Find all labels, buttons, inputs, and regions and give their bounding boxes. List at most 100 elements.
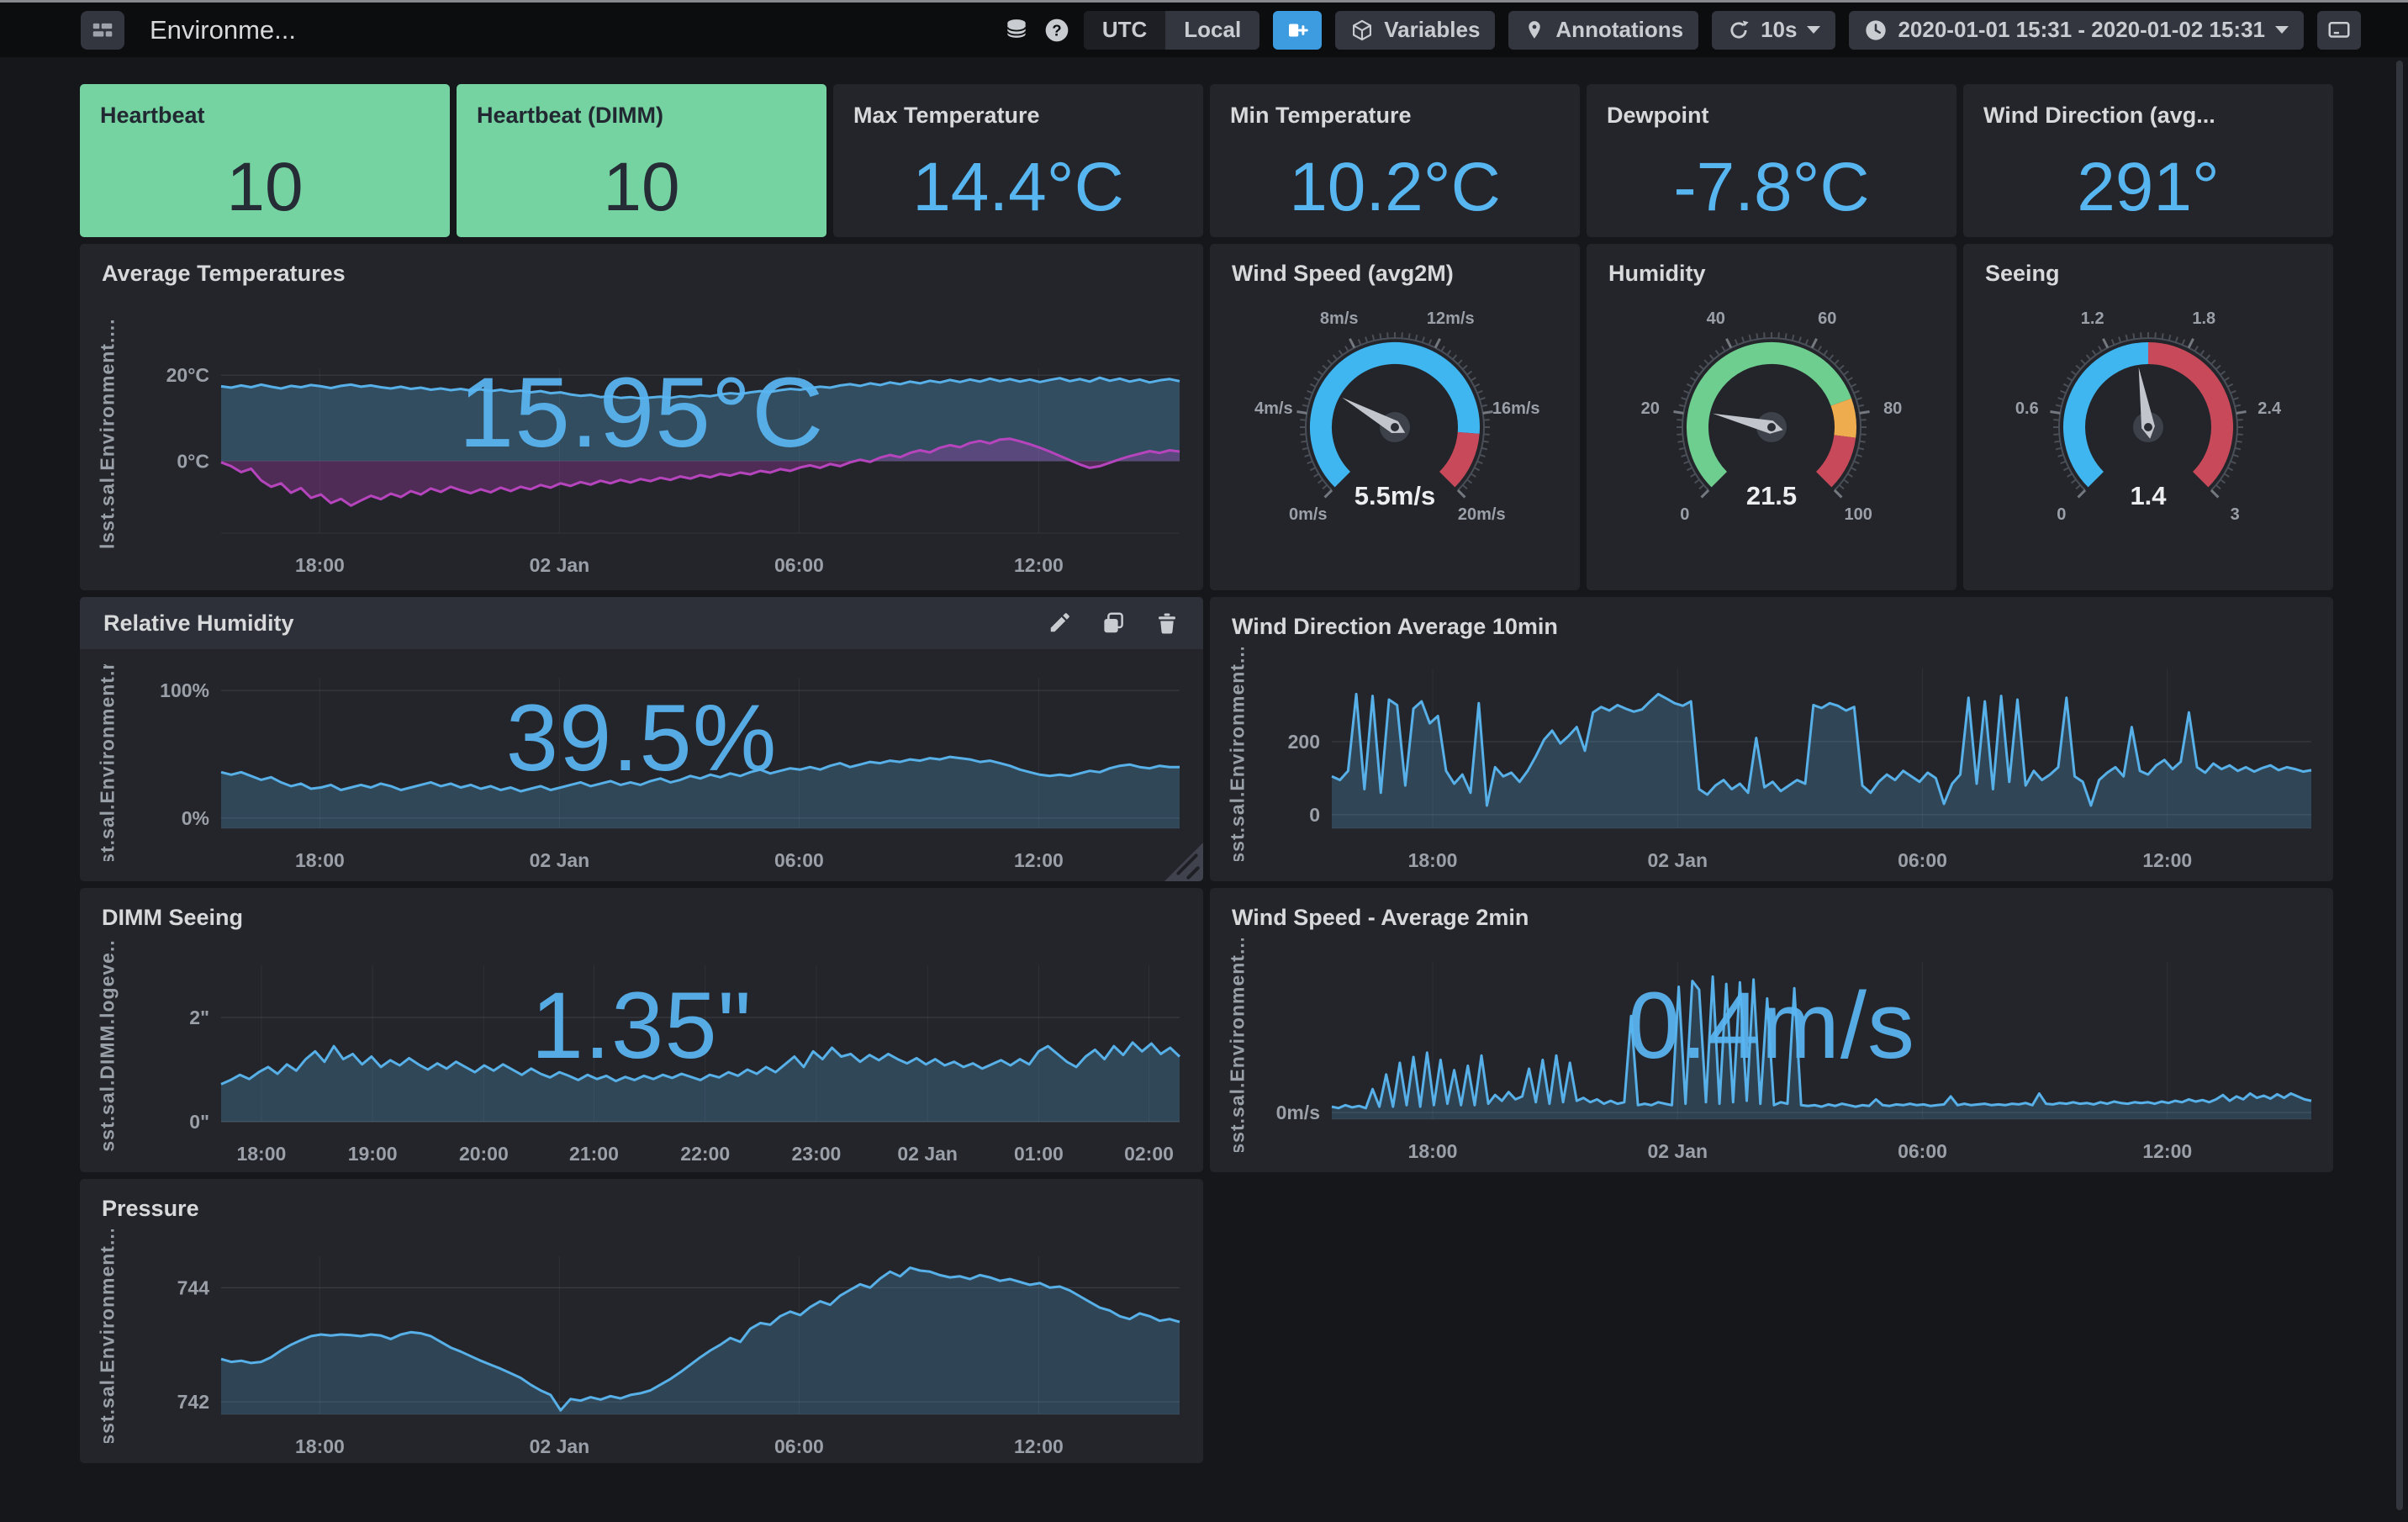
svg-text:12:00: 12:00 <box>1014 1435 1064 1457</box>
annotations-button[interactable]: Annotations <box>1508 10 1699 50</box>
svg-text:12:00: 12:00 <box>1014 849 1064 871</box>
help-icon: ? <box>1045 18 1069 41</box>
panel-title[interactable]: Relative Humidity <box>103 610 294 636</box>
svg-text:02 Jan: 02 Jan <box>897 1143 958 1165</box>
scrollbar[interactable] <box>2396 61 2403 1510</box>
panel-wind-speed-2min: Wind Speed - Average 2min lsst.sal.Envir… <box>1210 888 2333 1172</box>
svg-text:100: 100 <box>1845 505 1872 524</box>
panel-max-temperature: Max Temperature 14.4°C <box>833 84 1203 237</box>
seeing-gauge: 0 0.6 1.2 1.8 2.4 3 1.4 <box>1963 244 2333 590</box>
panel-title[interactable]: Wind Direction Average 10min <box>1232 614 1558 639</box>
panel-wind-direction-10min: Wind Direction Average 10min lsst.sal.En… <box>1210 597 2333 881</box>
panel-title[interactable]: Wind Direction (avg... <box>1983 103 2215 128</box>
panel-title[interactable]: Pressure <box>102 1196 199 1221</box>
svg-text:0m/s: 0m/s <box>1276 1102 1320 1123</box>
svg-text:12:00: 12:00 <box>1014 554 1064 576</box>
refresh-interval-label: 10s <box>1761 17 1798 42</box>
svg-text:20m/s: 20m/s <box>1458 505 1506 524</box>
svg-text:20°C: 20°C <box>166 364 209 386</box>
svg-text:18:00: 18:00 <box>295 554 345 576</box>
delete-panel-button[interactable] <box>1154 610 1180 636</box>
svg-text:12m/s: 12m/s <box>1427 309 1475 328</box>
big-value: 39.5% <box>505 685 778 790</box>
svg-text:0.6: 0.6 <box>2015 399 2039 418</box>
big-value: 15.95°C <box>458 357 825 468</box>
annotation-pin-icon <box>1529 20 1541 39</box>
duplicate-panel-button[interactable] <box>1101 610 1126 636</box>
chevron-down-icon <box>1807 26 1821 34</box>
svg-text:01:00: 01:00 <box>1014 1143 1064 1165</box>
dashboard-title[interactable]: Environme... <box>150 14 297 45</box>
panel-title[interactable]: Seeing <box>1985 261 2060 286</box>
cycle-view-button[interactable] <box>2317 10 2361 50</box>
trash-icon <box>1159 613 1175 634</box>
timezone-local[interactable]: Local <box>1184 17 1242 42</box>
svg-text:18:00: 18:00 <box>295 849 345 871</box>
svg-text:60: 60 <box>1818 309 1836 328</box>
edit-panel-button[interactable] <box>1047 610 1072 636</box>
stat-value: 10.2°C <box>1289 149 1501 225</box>
svg-text:06:00: 06:00 <box>774 1435 824 1457</box>
panel-heartbeat: Heartbeat 10 <box>80 84 450 237</box>
humidity-gauge: 0 20 40 60 80 100 21.5 <box>1587 244 1956 590</box>
wind-speed-2min-chart[interactable]: 18:00 02 Jan 06:00 12:00 0m/s <box>1210 888 2333 1172</box>
wind-direction-chart[interactable]: 18:00 02 Jan 06:00 12:00 200 0 <box>1210 597 2333 881</box>
svg-text:0": 0" <box>189 1111 209 1133</box>
svg-text:02 Jan: 02 Jan <box>1647 849 1708 871</box>
datasource-button[interactable] <box>1003 17 1030 44</box>
svg-text:22:00: 22:00 <box>680 1143 730 1165</box>
svg-text:0: 0 <box>1680 505 1689 524</box>
svg-text:18:00: 18:00 <box>1408 1140 1458 1162</box>
panel-title[interactable]: Wind Speed - Average 2min <box>1232 905 1529 930</box>
panel-heartbeat-dimm: Heartbeat (DIMM) 10 <box>457 84 826 237</box>
dimm-seeing-chart[interactable]: 18:00 19:00 20:00 21:00 22:00 23:00 02 Jan 01:0… <box>80 888 1203 1172</box>
panel-title[interactable]: Max Temperature <box>853 103 1040 128</box>
panel-min-temperature: Min Temperature 10.2°C <box>1210 84 1580 237</box>
wind-speed-gauge: 0m/s 4m/s 8m/s 12m/s 16m/s 20m/s 5.5m/s <box>1210 244 1580 590</box>
svg-text:8m/s: 8m/s <box>1320 309 1359 328</box>
panel-title[interactable]: Humidity <box>1608 261 1706 286</box>
svg-text:0%: 0% <box>182 807 209 829</box>
svg-text:20: 20 <box>1641 399 1660 418</box>
panel-title[interactable]: Dewpoint <box>1607 103 1709 128</box>
panel-wind-speed-gauge: Wind Speed (avg2M) 0m/s 4m/s 8m/s 12m/s 16m/… <box>1210 244 1580 590</box>
svg-text:5.5m/s: 5.5m/s <box>1354 481 1436 510</box>
dashboard-header: Environme... ? UTC Local <box>0 3 2408 57</box>
pressure-chart[interactable]: 18:00 02 Jan 06:00 12:00 744 742 <box>80 1179 1203 1463</box>
panel-title[interactable]: Heartbeat <box>100 103 205 128</box>
svg-text:06:00: 06:00 <box>1898 1140 1947 1162</box>
panel-title[interactable]: DIMM Seeing <box>102 905 244 930</box>
grid-icon <box>92 23 113 36</box>
time-range-label: 2020-01-01 15:31 - 2020-01-02 15:31 <box>1898 17 2265 42</box>
panel-title[interactable]: Average Temperatures <box>102 261 346 286</box>
refresh-button[interactable]: 10s <box>1712 10 1836 50</box>
y-axis-label: lsst.sal.Environment.... <box>1226 647 1249 861</box>
time-range-button[interactable]: 2020-01-01 15:31 - 2020-01-02 15:31 <box>1849 10 2304 50</box>
svg-text:2": 2" <box>189 1007 209 1028</box>
pencil-icon <box>1050 613 1069 632</box>
variables-button[interactable]: Variables <box>1335 10 1496 50</box>
svg-text:12:00: 12:00 <box>2142 849 2192 871</box>
panel-title[interactable]: Min Temperature <box>1230 103 1412 128</box>
relative-humidity-chart[interactable]: 18:00 02 Jan 06:00 12:00 100% 0% <box>80 597 1203 881</box>
svg-text:06:00: 06:00 <box>1898 849 1947 871</box>
database-icon <box>1006 18 1027 38</box>
svg-text:100%: 100% <box>160 679 209 701</box>
timezone-utc[interactable]: UTC <box>1083 10 1166 50</box>
add-panel-button[interactable] <box>1273 10 1323 50</box>
avg-temperatures-chart[interactable]: 18:00 02 Jan 06:00 12:00 20°C 0°C <box>80 244 1203 590</box>
timezone-toggle[interactable]: UTC Local <box>1083 10 1260 50</box>
annotations-label: Annotations <box>1555 17 1684 42</box>
panel-hover-header[interactable]: Relative Humidity <box>80 597 1203 649</box>
help-button[interactable]: ? <box>1043 17 1070 44</box>
svg-text:12:00: 12:00 <box>2142 1140 2192 1162</box>
dashboard-grid-button[interactable] <box>81 10 124 50</box>
panel-title[interactable]: Heartbeat (DIMM) <box>477 103 664 128</box>
svg-text:1.8: 1.8 <box>2192 309 2215 328</box>
stat-value: -7.8°C <box>1673 149 1870 225</box>
variables-label: Variables <box>1384 17 1481 42</box>
svg-text:0°C: 0°C <box>177 450 209 472</box>
panel-title[interactable]: Wind Speed (avg2M) <box>1232 261 1454 286</box>
panel-dimm-seeing: DIMM Seeing lsst.sal.DIMM.logeve... 18:0… <box>80 888 1203 1172</box>
copy-icon <box>1104 612 1123 633</box>
